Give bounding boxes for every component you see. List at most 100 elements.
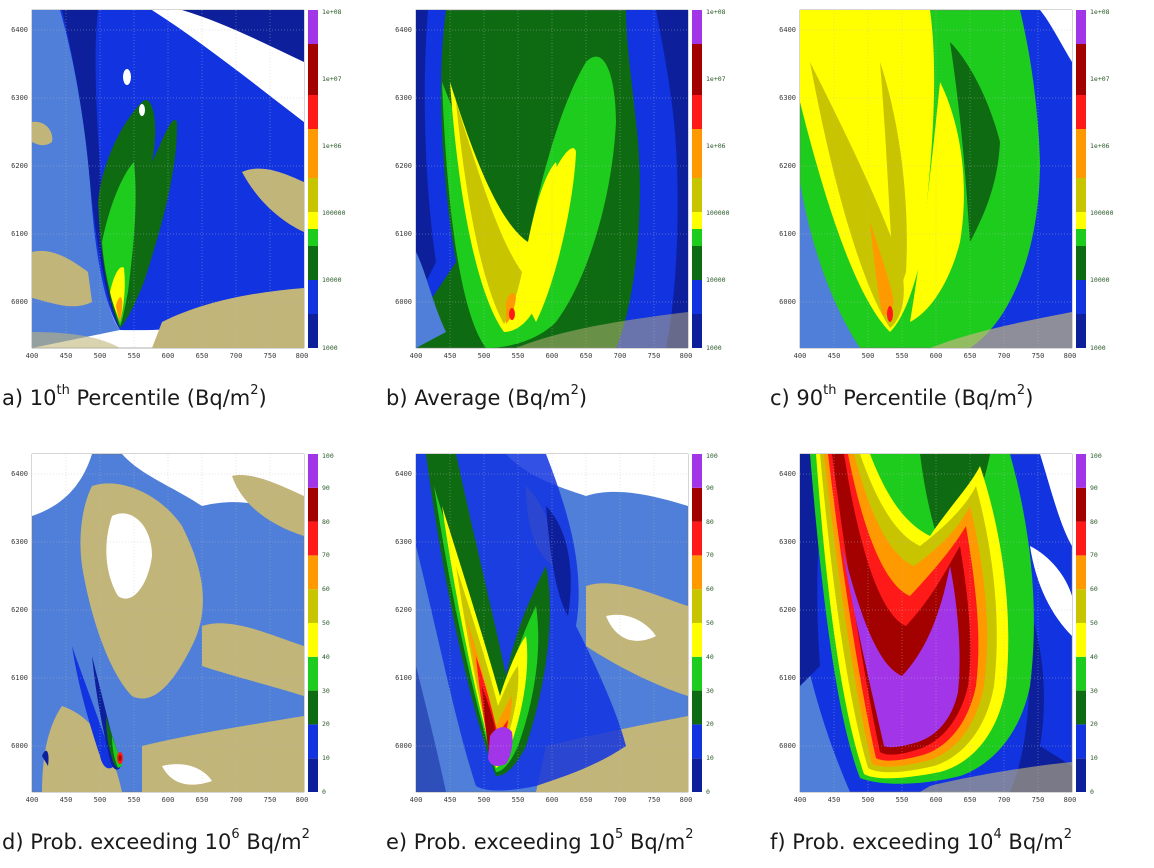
x-tick: 550 <box>512 796 525 804</box>
y-axis-ticks: 6000 6100 6200 6300 6400 <box>395 470 412 750</box>
x-tick: 550 <box>512 352 525 360</box>
colorbar-tick: 1000 <box>322 344 338 352</box>
x-tick: 600 <box>162 796 175 804</box>
y-tick: 6200 <box>11 606 28 614</box>
y-tick: 6400 <box>779 470 796 478</box>
y-tick: 6100 <box>11 230 28 238</box>
map-plot-d: 400 450 500 550 600 650 700 750 800 6000… <box>11 452 334 804</box>
caption-a: a) 10th Percentile (Bq/m2) <box>2 383 267 410</box>
colorbar-tick: 40 <box>1090 653 1098 661</box>
colorbar-tick: 50 <box>322 619 330 627</box>
colorbar-tick: 100 <box>1090 452 1102 460</box>
y-axis-ticks: 6000 6100 6200 6300 6400 <box>779 470 796 750</box>
x-axis-ticks: 400 450 500 550 600 650 700 750 800 <box>794 352 1077 360</box>
panel-a: 400 450 500 550 600 650 700 750 800 6000… <box>2 2 374 410</box>
x-tick: 650 <box>964 796 977 804</box>
x-tick: 550 <box>128 796 141 804</box>
x-tick: 650 <box>196 352 209 360</box>
colorbar-tick: 100 <box>706 452 718 460</box>
x-tick: 550 <box>128 352 141 360</box>
panel-c: 400 450 500 550 600 650 700 750 800 6000… <box>770 2 1142 410</box>
y-tick: 6100 <box>779 674 796 682</box>
colorbar-tick: 30 <box>322 687 330 695</box>
map-plot-f: 400 450 500 550 600 650 700 750 800 6000… <box>779 452 1102 804</box>
x-tick: 650 <box>964 352 977 360</box>
colorbar: 1000 10000 100000 1e+06 1e+07 1e+08 <box>308 8 346 352</box>
x-tick: 750 <box>1032 352 1045 360</box>
colorbar-tick: 0 <box>322 788 326 796</box>
colorbar-tick: 1e+06 <box>1090 142 1110 150</box>
x-tick: 750 <box>648 796 661 804</box>
x-tick: 750 <box>264 352 277 360</box>
x-tick: 700 <box>614 352 627 360</box>
caption-d: d) Prob. exceeding 106 Bq/m2 <box>2 827 310 854</box>
x-tick: 700 <box>614 796 627 804</box>
colorbar: 0 10 20 30 40 50 60 70 80 90 100 <box>1076 452 1102 796</box>
colorbar-tick: 1e+08 <box>322 8 342 16</box>
colorbar-tick: 80 <box>322 518 330 526</box>
x-tick: 800 <box>296 352 309 360</box>
x-tick: 600 <box>546 796 559 804</box>
x-axis-ticks: 400 450 500 550 600 650 700 750 800 <box>794 796 1077 804</box>
y-tick: 6300 <box>395 538 412 546</box>
colorbar: 0 10 20 30 40 50 60 70 80 90 100 <box>308 452 334 796</box>
colorbar-tick: 60 <box>322 585 330 593</box>
x-tick: 550 <box>896 352 909 360</box>
x-tick: 500 <box>94 352 107 360</box>
y-tick: 6200 <box>395 606 412 614</box>
x-tick: 600 <box>930 352 943 360</box>
y-tick: 6300 <box>11 94 28 102</box>
y-axis-ticks: 6000 6100 6200 6300 6400 <box>779 26 796 306</box>
x-tick: 700 <box>998 796 1011 804</box>
colorbar-tick: 70 <box>706 551 714 559</box>
y-tick: 6400 <box>11 470 28 478</box>
x-tick: 700 <box>230 352 243 360</box>
colorbar-tick: 0 <box>1090 788 1094 796</box>
x-tick: 550 <box>896 796 909 804</box>
x-axis-ticks: 400 450 500 550 600 650 700 750 800 <box>410 796 693 804</box>
colorbar-tick: 90 <box>1090 484 1098 492</box>
x-axis-ticks: 400 450 500 550 600 650 700 750 800 <box>26 352 309 360</box>
colorbar-tick: 1e+07 <box>1090 75 1110 83</box>
x-tick: 450 <box>828 796 841 804</box>
y-tick: 6100 <box>779 230 796 238</box>
x-tick: 800 <box>680 796 693 804</box>
x-tick: 450 <box>60 352 73 360</box>
colorbar-tick: 30 <box>706 687 714 695</box>
x-tick: 500 <box>478 796 491 804</box>
y-tick: 6200 <box>11 162 28 170</box>
y-tick: 6000 <box>11 742 28 750</box>
colorbar-tick: 1e+08 <box>1090 8 1110 16</box>
x-tick: 450 <box>444 352 457 360</box>
x-tick: 650 <box>580 352 593 360</box>
x-tick: 500 <box>862 352 875 360</box>
map-plot-a: 400 450 500 550 600 650 700 750 800 6000… <box>11 8 346 360</box>
y-axis-ticks: 6000 6100 6200 6300 6400 <box>11 470 28 750</box>
colorbar-tick: 100000 <box>1090 209 1114 217</box>
colorbar-tick: 1e+06 <box>706 142 726 150</box>
x-tick: 800 <box>296 796 309 804</box>
panel-b: 400 450 500 550 600 650 700 750 800 6000… <box>386 2 758 410</box>
colorbar-tick: 1e+07 <box>322 75 342 83</box>
colorbar-tick: 10 <box>322 754 330 762</box>
colorbar: 1000 10000 100000 1e+06 1e+07 1e+08 <box>1076 8 1114 352</box>
y-tick: 6000 <box>779 742 796 750</box>
map-plot-e: 400 450 500 550 600 650 700 750 800 6000… <box>395 452 718 804</box>
x-tick: 750 <box>648 352 661 360</box>
colorbar-tick: 10 <box>1090 754 1098 762</box>
y-tick: 6200 <box>779 162 796 170</box>
x-tick: 800 <box>680 352 693 360</box>
panel-f: 400 450 500 550 600 650 700 750 800 6000… <box>770 446 1142 854</box>
caption-c: c) 90th Percentile (Bq/m2) <box>770 383 1034 410</box>
colorbar: 1000 10000 100000 1e+06 1e+07 1e+08 <box>692 8 730 352</box>
colorbar-tick: 50 <box>1090 619 1098 627</box>
x-tick: 450 <box>60 796 73 804</box>
y-axis-ticks: 6000 6100 6200 6300 6400 <box>395 26 412 306</box>
colorbar-tick: 1000 <box>1090 344 1106 352</box>
colorbar-tick: 10 <box>706 754 714 762</box>
x-tick: 500 <box>94 796 107 804</box>
colorbar-tick: 100000 <box>322 209 346 217</box>
colorbar-tick: 10000 <box>706 276 726 284</box>
x-tick: 600 <box>930 796 943 804</box>
x-tick: 700 <box>998 352 1011 360</box>
